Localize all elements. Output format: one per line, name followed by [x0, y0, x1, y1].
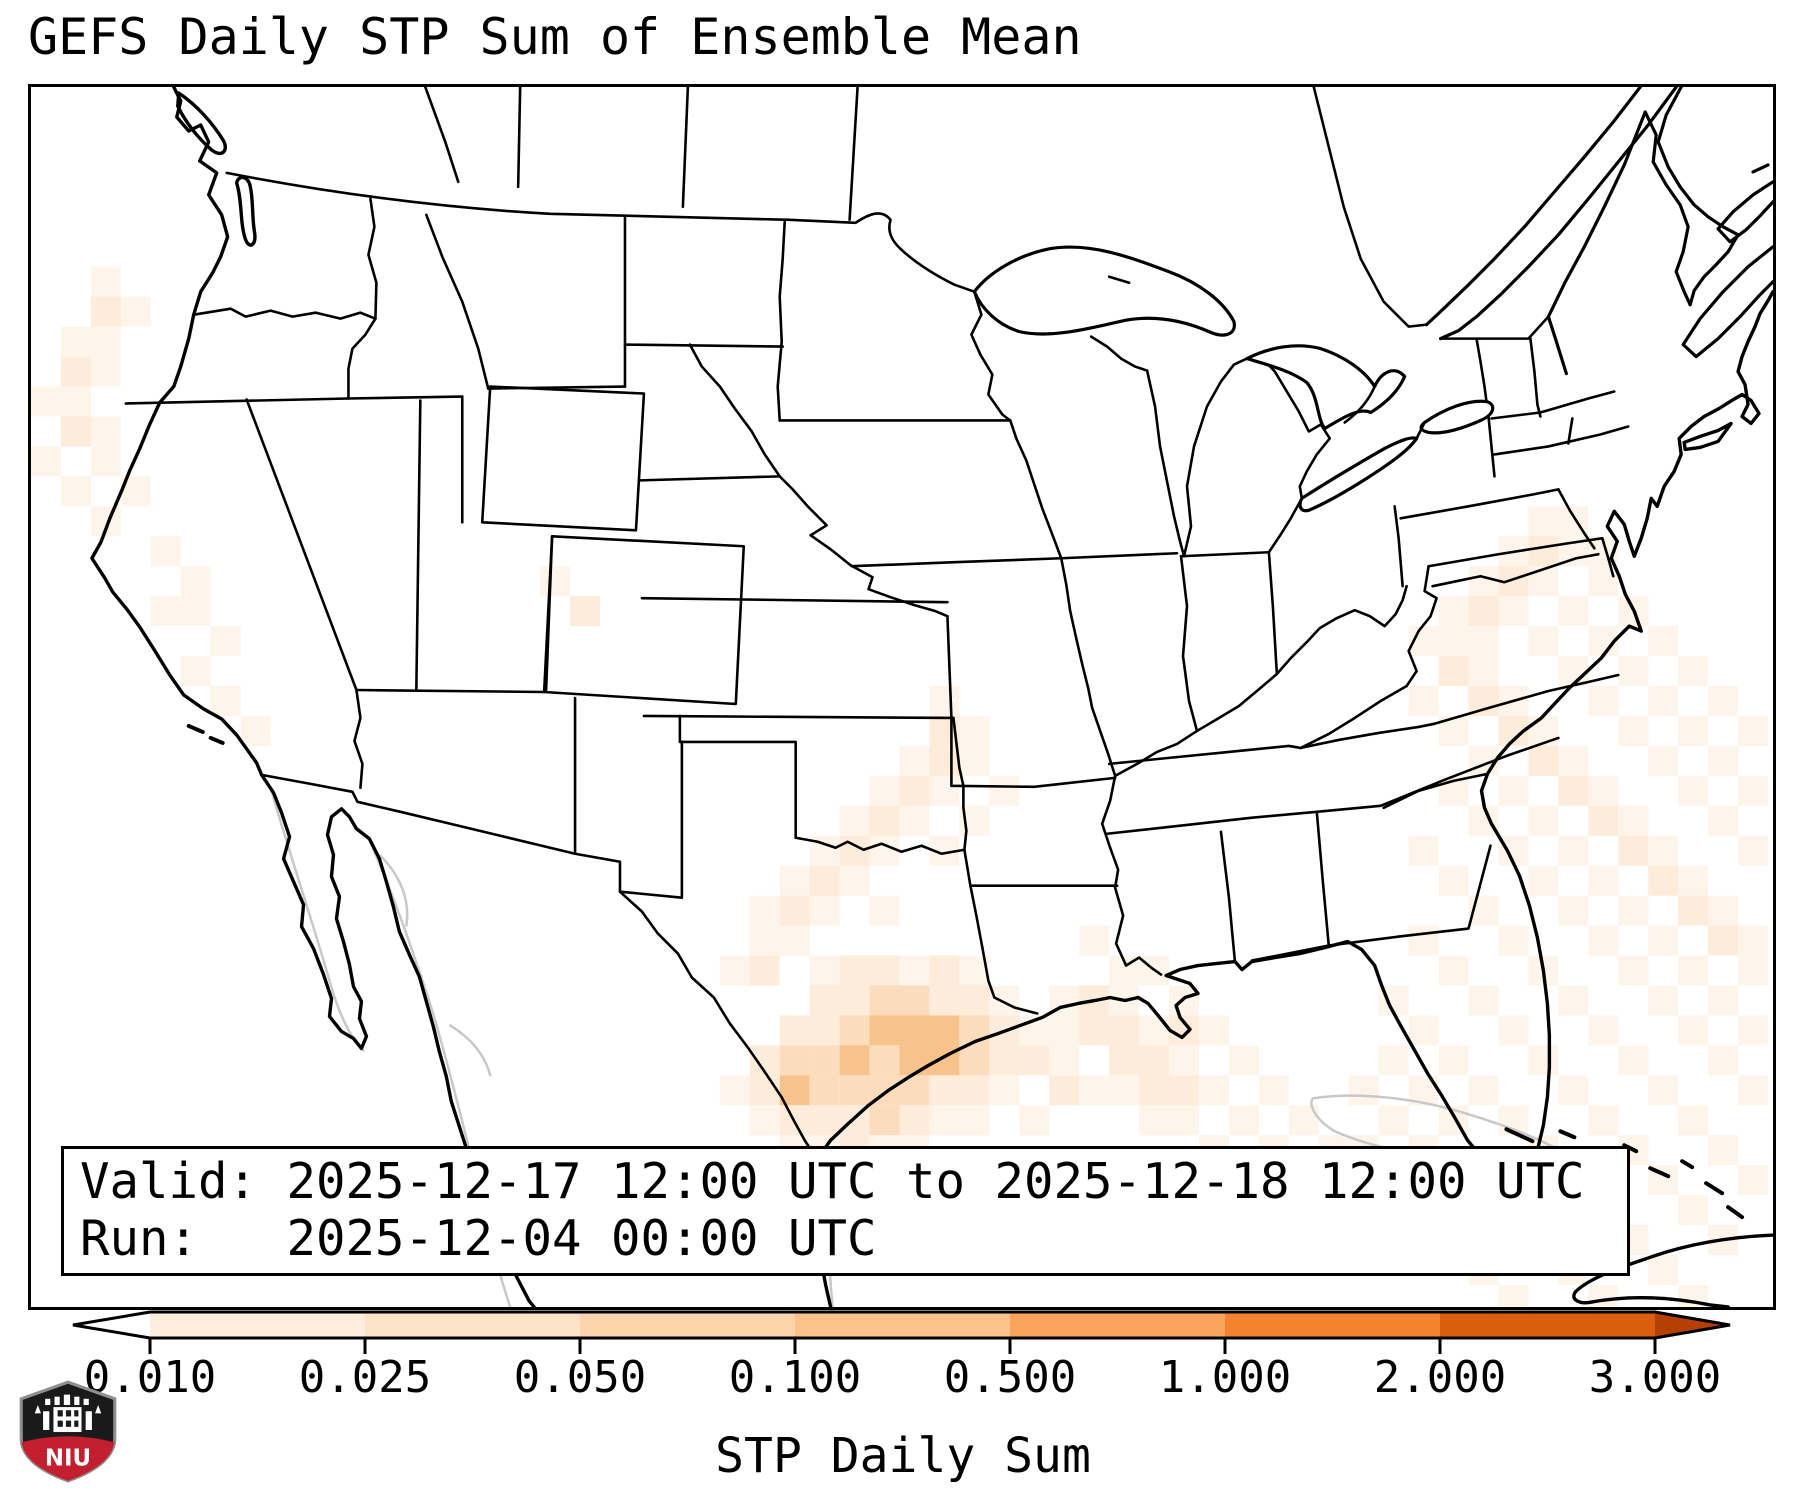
colorbar-tick: 3.000 [1588, 1352, 1722, 1403]
valid-run-box: Valid: 2025-12-17 12:00 UTC to 2025-12-1… [61, 1146, 1630, 1276]
colorbar-tick: 1.000 [1158, 1352, 1292, 1403]
map-panel: Valid: 2025-12-17 12:00 UTC to 2025-12-1… [28, 84, 1776, 1310]
niu-logo: NIU [19, 1380, 117, 1483]
colorbar-label: STP Daily Sum [715, 1428, 1091, 1484]
state-borders [124, 87, 1630, 1179]
great-lakes [972, 245, 1495, 513]
colorbar-tick: 0.500 [943, 1352, 1077, 1403]
colorbar [72, 1310, 1731, 1354]
colorbar-tick: 0.050 [513, 1352, 647, 1403]
colorbar-tick: 0.025 [298, 1352, 432, 1403]
lake-connectors [1107, 275, 1426, 440]
niu-logo-text: NIU [45, 1445, 91, 1471]
page-title: GEFS Daily STP Sum of Ensemble Mean [28, 8, 1082, 66]
niu-castle-windows [57, 1410, 79, 1427]
run-text: Run: 2025-12-04 00:00 UTC [80, 1210, 877, 1267]
us-map [31, 87, 1773, 1307]
northeast-coastlines [1424, 87, 1773, 376]
colorbar-tick: 0.100 [728, 1352, 862, 1403]
colorbar-tick: 2.000 [1373, 1352, 1507, 1403]
niu-red-band [21, 1436, 115, 1481]
valid-text: Valid: 2025-12-17 12:00 UTC to 2025-12-1… [80, 1153, 1585, 1210]
